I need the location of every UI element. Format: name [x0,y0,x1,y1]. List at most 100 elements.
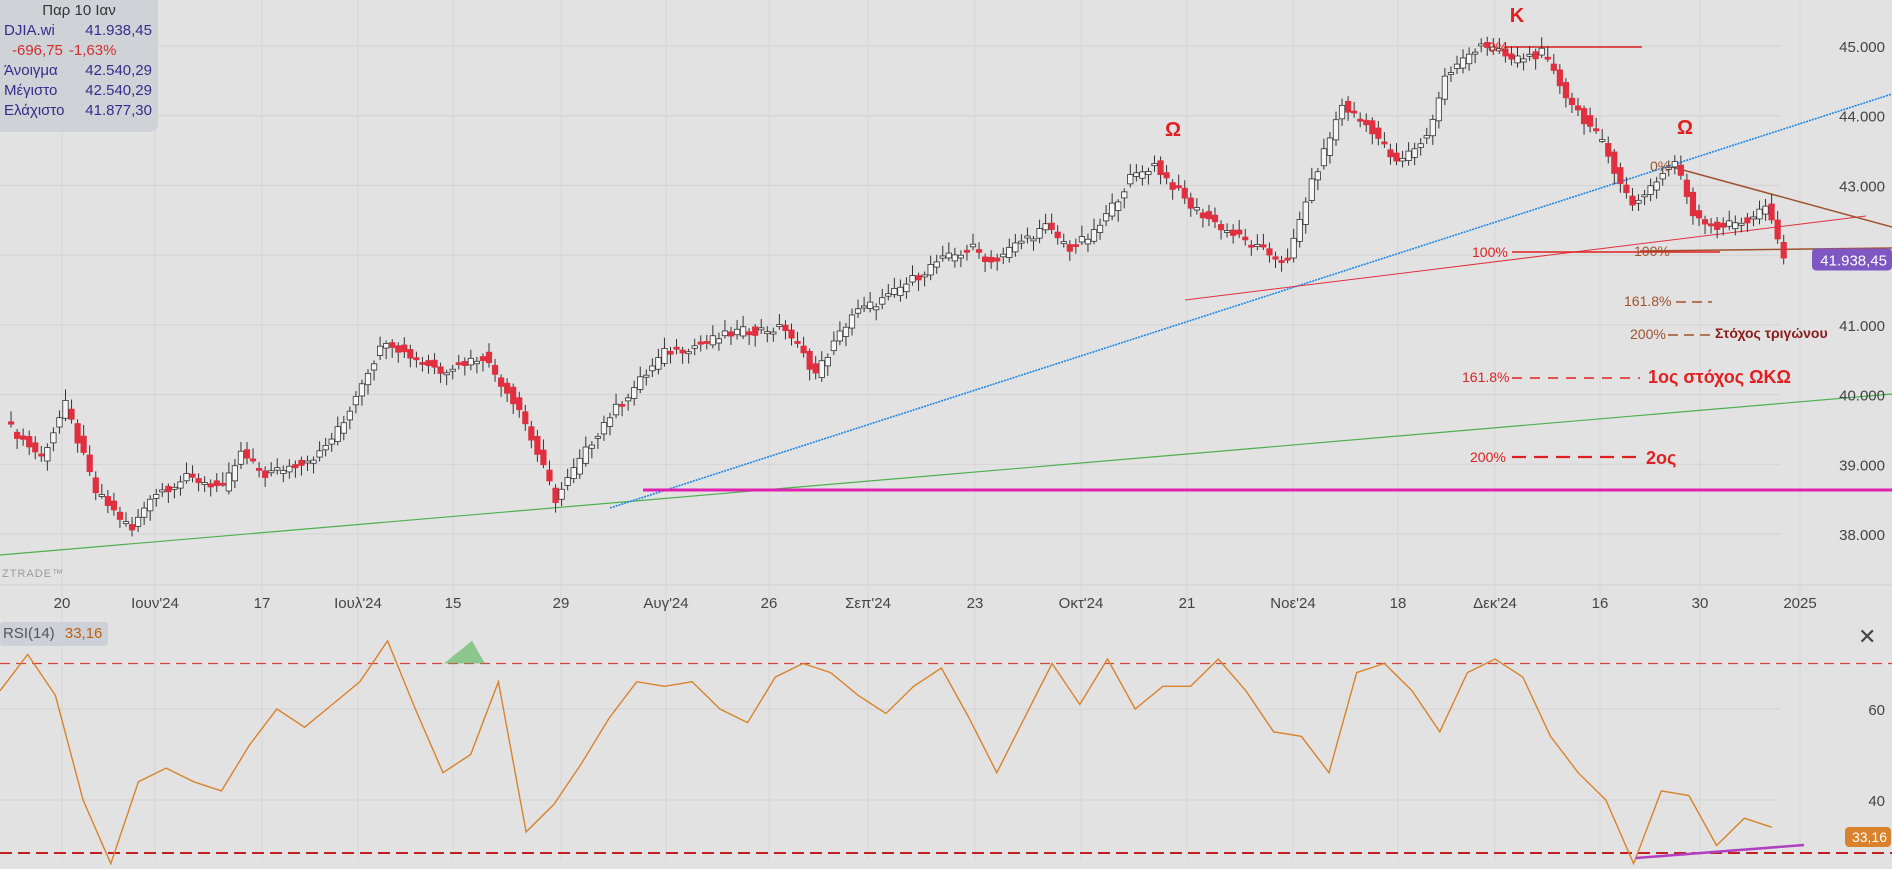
candle-body [1381,141,1388,145]
candle-body [128,524,136,531]
candle-body [1593,128,1600,132]
candle-body [1629,195,1636,206]
candle-body [854,308,862,314]
candle-body [522,411,529,425]
candle-body [861,305,868,309]
price-tick-label: 45.000 [1839,39,1885,56]
candle-body [389,342,396,348]
time-tick-label: Δεκ'24 [1473,595,1517,612]
current-price-tag [1812,248,1892,271]
candle-body [564,477,571,486]
candle-body [673,346,680,350]
time-tick-label: Σεπ'24 [845,595,891,612]
candle-body [667,350,674,355]
candle-body [159,489,166,493]
candle-body [1387,149,1394,158]
price-tick-label: 38.000 [1839,527,1885,544]
candle-body [1550,63,1557,71]
candle-body [225,472,232,492]
candle-body [1738,222,1745,226]
candle-body [752,326,759,336]
candle-body [1115,201,1122,211]
candle-body [1036,228,1043,239]
candle-body [1332,119,1340,141]
candle-body [746,331,753,336]
candle-body [177,481,184,489]
candle-body [1744,217,1751,224]
candle-body [50,432,57,444]
candle-body [546,469,553,482]
close-rsi-icon[interactable]: ✕ [1858,624,1877,649]
rsi-panel: 60 40 33,16 [0,639,1892,866]
low-label: Ελάχιστο [4,102,65,119]
candle-body [939,255,946,259]
uptrend-line-blue [609,93,1892,509]
candle-body [1302,201,1309,225]
annotation-f200_a: 200% [1630,326,1666,342]
annotation-fib_0_b: 0% [1650,158,1670,174]
candle-body [1211,214,1219,223]
trendlines [0,46,1892,556]
candle-body [141,507,148,518]
info-open-row: Άνοιγμα 42.540,29 [0,61,158,81]
candle-body [431,359,438,368]
candle-body [62,400,69,419]
candle-body [491,364,499,375]
candle-body [1399,157,1406,162]
candle-body [1701,219,1709,225]
candle-body [1254,243,1261,247]
candle-body [1090,229,1098,242]
candle-body [1151,163,1158,167]
candle-body [1363,119,1370,126]
candle-body [1320,148,1327,167]
candle-body [1199,212,1206,219]
candle-body [619,403,626,407]
annotation-fib_100_b: 100% [1634,243,1670,259]
time-tick-label: Ιουν'24 [131,595,179,612]
candle-body [885,293,892,297]
candle-body [122,521,130,524]
high-value: 42.540,29 [85,82,152,99]
candle-body [691,345,698,349]
candle-body [1411,148,1418,158]
annotation-f1618_b: 161.8% [1462,369,1509,385]
candle-body [1078,236,1085,243]
candle-body [1568,97,1576,106]
time-tick-label: 30 [1692,595,1709,612]
candle-body [637,376,644,390]
candle-body [1248,244,1255,248]
candle-body [612,403,620,416]
watermark: ZTRADE™ [2,568,64,580]
candle-body [1659,173,1666,180]
candle-body [1018,240,1025,244]
candle-body [455,362,462,366]
candle-body [1139,171,1146,179]
candle-body [994,257,1001,262]
candle-body [1708,223,1715,227]
candle-body [1641,194,1648,198]
candle-body [903,283,910,293]
info-change-row: -696,75 -1,63% [0,41,158,61]
candle-body [1000,253,1007,258]
rsi-line [0,639,1773,866]
price-tick-label: 44.000 [1839,109,1885,126]
candle-body [1006,246,1013,258]
price-tick-label: 40.000 [1839,388,1885,405]
candle-body [310,459,317,464]
annotation-target_1: 1ος στόχος ΩΚΩ [1648,367,1791,387]
candle-body [134,516,142,527]
price-tick-label: 39.000 [1839,457,1885,474]
candle-body [794,341,801,344]
candle-body [1326,137,1334,156]
rsi-tick-label: 40 [1868,793,1885,810]
candle-body [243,449,251,459]
support-trendline-green [0,393,1892,556]
candle-body [1472,51,1479,55]
candle-body [255,467,263,471]
candle-body [830,340,837,352]
candle-body [1532,51,1539,60]
candle-body [1587,115,1594,127]
candle-body [1768,203,1775,221]
candle-body [322,445,329,451]
